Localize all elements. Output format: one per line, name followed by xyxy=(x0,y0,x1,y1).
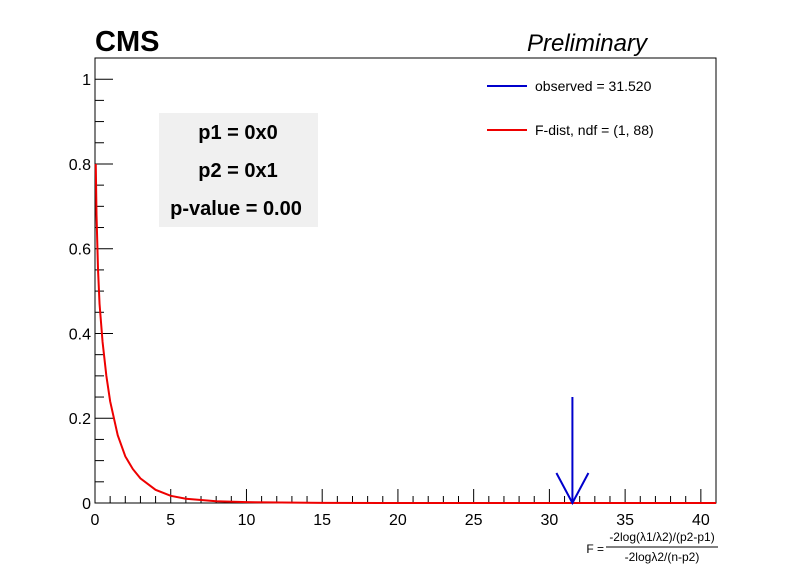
y-tick-label: 0.6 xyxy=(69,242,91,259)
x-tick-label: 15 xyxy=(313,512,331,529)
y-tick-label: 0.8 xyxy=(69,157,91,174)
preliminary-label: Preliminary xyxy=(527,30,649,57)
info-box xyxy=(159,113,318,227)
x-tick-label: 0 xyxy=(91,512,100,529)
legend: observed = 31.520 F-dist, ndf = (1, 88) xyxy=(487,78,654,138)
x-tick-label: 40 xyxy=(692,512,710,529)
legend-observed-label: observed = 31.520 xyxy=(535,78,652,94)
x-axis-title-numerator: -2log(λ1/λ2)/(p2-p1) xyxy=(609,530,714,544)
cms-label: CMS xyxy=(95,26,159,58)
info-p1: p1 = 0x0 xyxy=(198,122,278,144)
x-tick-label: 25 xyxy=(465,512,483,529)
x-tick-label: 35 xyxy=(616,512,634,529)
y-tick-label: 1 xyxy=(82,72,91,89)
x-axis-title-denominator: -2logλ2/(n-p2) xyxy=(625,550,700,564)
x-tick-label: 10 xyxy=(238,512,256,529)
observed-arrow xyxy=(555,397,590,506)
y-axis: 0 0.2 0.4 0.6 0.8 1 xyxy=(69,72,113,513)
y-tick-label: 0.4 xyxy=(69,326,91,343)
x-axis-title: F = -2log(λ1/λ2)/(p2-p1) -2logλ2/(n-p2) xyxy=(586,530,718,564)
y-tick-label: 0.2 xyxy=(69,411,91,428)
x-axis: 0 5 10 15 20 25 30 35 40 xyxy=(91,489,717,529)
y-tick-label: 0 xyxy=(82,496,91,513)
info-pvalue: p-value = 0.00 xyxy=(170,198,302,220)
x-tick-label: 30 xyxy=(540,512,558,529)
x-axis-title-prefix: F = xyxy=(586,542,604,556)
legend-fdist-label: F-dist, ndf = (1, 88) xyxy=(535,122,654,138)
info-p2: p2 = 0x1 xyxy=(198,160,278,182)
observed-arrow-head xyxy=(555,472,590,506)
x-tick-label: 20 xyxy=(389,512,407,529)
x-tick-label: 5 xyxy=(166,512,175,529)
fdist-curve xyxy=(94,163,717,504)
